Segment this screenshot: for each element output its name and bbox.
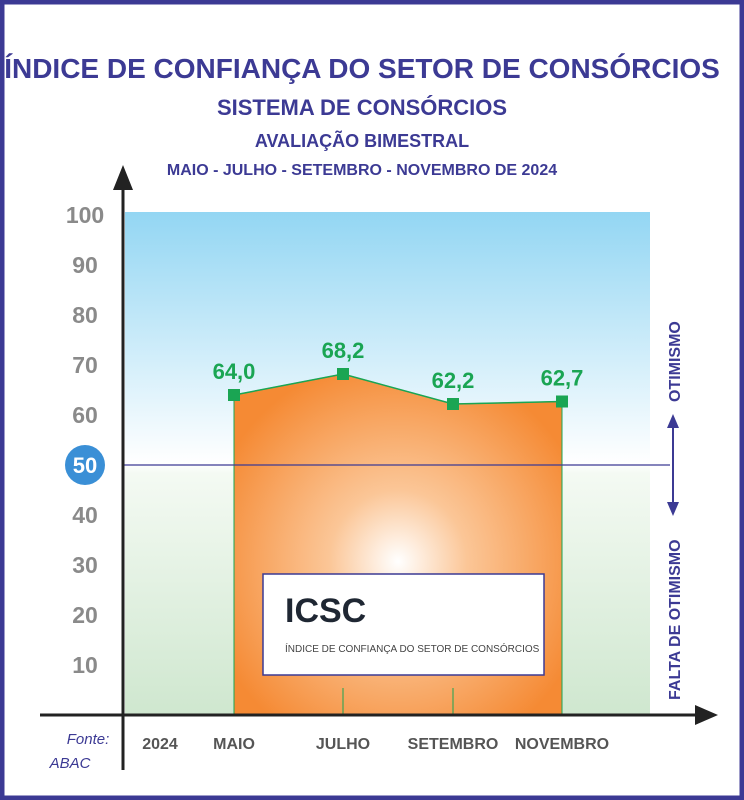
y-tick-label: 40 (72, 502, 98, 528)
x-tick-label: JULHO (316, 736, 370, 753)
data-label: 64,0 (213, 359, 256, 384)
x-axis-arrow-icon (695, 705, 718, 725)
chart-title: ÍNDICE DE CONFIANÇA DO SETOR DE CONSÓRCI… (4, 53, 720, 84)
chart-subtitle-2: AVALIAÇÃO BIMESTRAL (255, 130, 469, 151)
icsc-logo: ICSC ÍNDICE DE CONFIANÇA DO SETOR DE CON… (262, 573, 545, 676)
chart-subtitle: SISTEMA DE CONSÓRCIOS (217, 95, 507, 120)
data-point (556, 395, 568, 408)
y-axis-arrow-icon (113, 165, 133, 190)
y-tick-label: 80 (72, 302, 98, 328)
y-tick-label: 60 (72, 402, 98, 428)
zone-arrow-icon (667, 414, 679, 516)
reference-badge (65, 445, 105, 485)
reference-label: 50 (73, 453, 97, 478)
y-tick-label: 90 (72, 252, 98, 278)
x-tick-label: SETEMBRO (408, 736, 499, 753)
data-point (337, 368, 349, 380)
y-tick-label: 10 (72, 652, 98, 678)
y-tick-label: 70 (72, 352, 98, 378)
series-line (233, 373, 563, 405)
data-point (447, 398, 459, 410)
logo-text: ÍNDICE DE CONFIANÇA DO SETOR DE CONSÓRCI… (285, 642, 540, 655)
data-label: 62,2 (432, 368, 475, 393)
y-tick-label: 100 (66, 202, 104, 228)
y-tick-label: 20 (72, 602, 98, 628)
x-tick-label: NOVEMBRO (515, 736, 609, 753)
data-label: 62,7 (541, 366, 584, 391)
zone-label-no-optimism: FALTA DE OTIMISMO (667, 539, 684, 700)
source-value: ABAC (49, 755, 91, 772)
data-point (228, 389, 240, 401)
chart-period: MAIO - JULHO - SETEMBRO - NOVEMBRO DE 20… (167, 162, 557, 179)
x-year-label: 2024 (142, 736, 178, 753)
y-tick-label: 30 (72, 552, 98, 578)
zone-label-optimism: OTIMISMO (667, 321, 684, 402)
data-label: 68,2 (322, 338, 365, 363)
logo-title: ICSC (285, 592, 366, 630)
source-label: Fonte: (67, 731, 110, 748)
x-tick-label: MAIO (213, 736, 255, 753)
